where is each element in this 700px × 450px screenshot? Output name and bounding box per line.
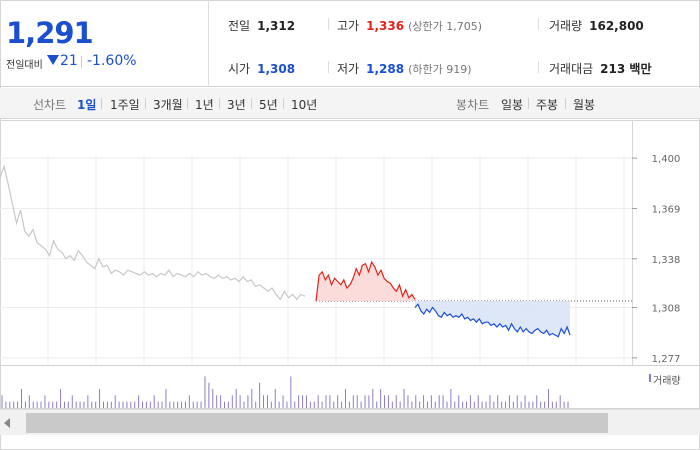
period-3y[interactable]: 3년 — [227, 98, 246, 112]
divider — [538, 18, 539, 30]
up-price-line — [315, 260, 416, 302]
trade-amount: 거래대금 213 백만 — [549, 62, 652, 76]
candle-daily[interactable]: 일봉 — [501, 98, 524, 112]
line-chart-label: 선차트 — [33, 98, 67, 112]
down-area — [415, 301, 570, 337]
scroll-thumb[interactable] — [26, 413, 608, 433]
current-price-box: 1,291 전일대비 21 -1.60% — [0, 0, 209, 87]
low-price: 저가 1,288 (하한가 919) — [337, 62, 472, 76]
period-toolbar: 선차트 1일 1주일 3개월 1년 3년 5년 10년 봉차트 일봉 주봉 월봉 — [0, 88, 700, 119]
y-tick-label: 1,277 — [652, 354, 681, 365]
candle-monthly[interactable]: 월봉 — [573, 98, 596, 112]
scroll-left-arrow-icon[interactable] — [4, 418, 10, 428]
up-area — [316, 262, 415, 302]
candle-weekly[interactable]: 주봉 — [536, 98, 559, 112]
price-chart: 1,400 1,369 1,338 1,308 1,277 — [0, 120, 700, 409]
prev-close: 전일 1,312 — [228, 19, 296, 33]
y-tick-label: 1,369 — [652, 204, 681, 215]
y-tick-label: 1,400 — [652, 154, 681, 165]
volume: 거래량 162,800 — [549, 19, 644, 33]
period-5y[interactable]: 5년 — [259, 98, 278, 112]
y-tick-label: 1,338 — [652, 255, 681, 266]
change-label: 전일대비 — [6, 60, 43, 71]
open-price: 시가 1,308 — [228, 62, 296, 76]
volume-legend: 거래량 — [653, 376, 681, 387]
change-value: 21 — [60, 53, 78, 69]
divider — [328, 18, 329, 30]
period-10y[interactable]: 10년 — [291, 98, 318, 112]
divider — [328, 61, 329, 73]
period-1y[interactable]: 1년 — [195, 98, 214, 112]
prev-session-line — [0, 164, 306, 301]
price-summary: 1,291 전일대비 21 -1.60% 전일 1,312 고가 1,336 (상한가… — [0, 0, 700, 87]
change-percent: -1.60% — [87, 53, 137, 69]
divider — [538, 61, 539, 73]
candle-chart-label: 봉차트 — [456, 98, 490, 112]
y-tick-label: 1,308 — [652, 304, 681, 315]
period-1w[interactable]: 1주일 — [110, 98, 140, 112]
period-3m[interactable]: 3개월 — [153, 98, 183, 112]
horizontal-scrollbar[interactable] — [0, 409, 700, 435]
down-arrow-icon — [47, 55, 59, 65]
down-price-line — [414, 303, 571, 338]
volume-legend-marker — [649, 374, 651, 382]
period-1d[interactable]: 1일 — [77, 98, 97, 112]
divider — [81, 56, 82, 68]
high-price: 고가 1,336 (상한가 1,705) — [337, 19, 482, 33]
current-price: 1,291 — [6, 16, 94, 50]
